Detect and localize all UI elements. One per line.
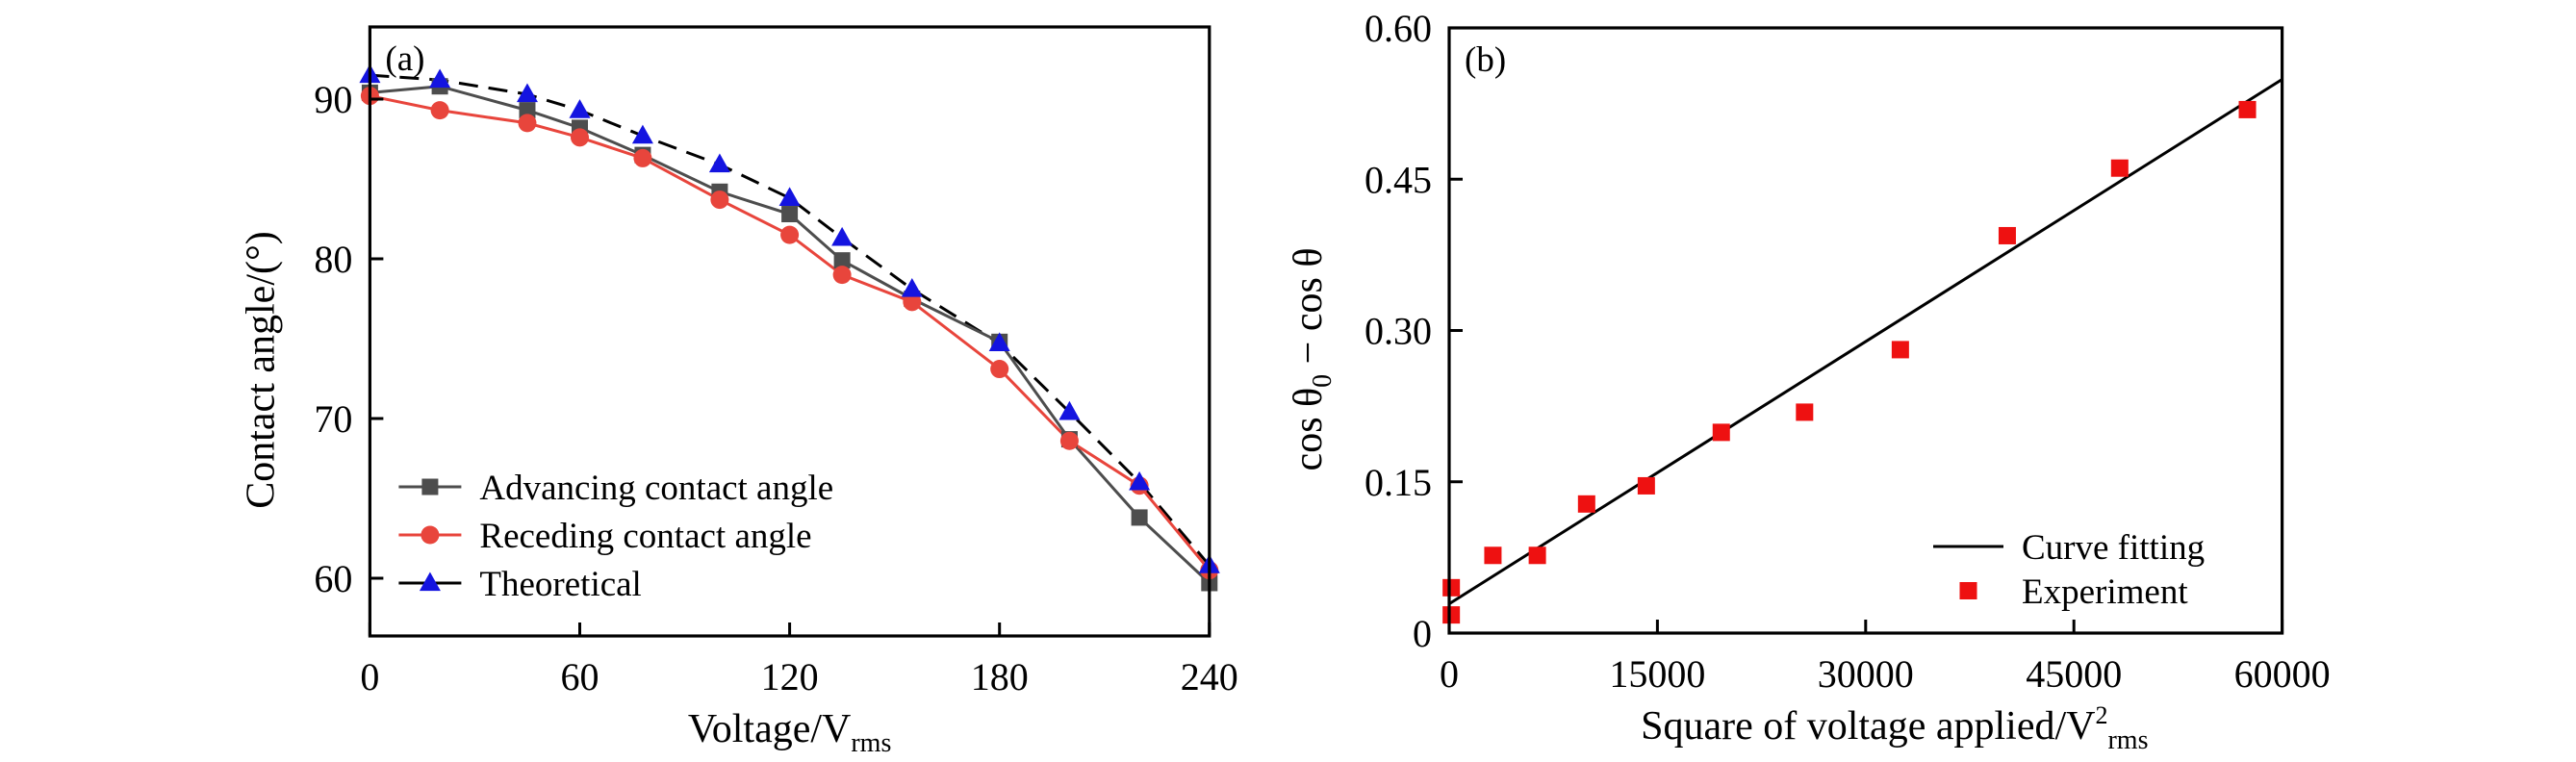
svg-text:0.60: 0.60 xyxy=(1365,7,1432,50)
svg-text:80: 80 xyxy=(314,238,352,281)
svg-text:30000: 30000 xyxy=(1818,652,1914,696)
svg-text:cos θ0 − cos θ: cos θ0 − cos θ xyxy=(1287,248,1338,471)
svg-text:180: 180 xyxy=(971,655,1029,698)
svg-text:60000: 60000 xyxy=(2234,652,2331,696)
svg-text:(a): (a) xyxy=(385,39,424,79)
svg-text:Receding contact angle: Receding contact angle xyxy=(479,517,811,556)
svg-text:(b): (b) xyxy=(1465,40,1506,80)
svg-text:90: 90 xyxy=(314,78,352,121)
svg-text:0: 0 xyxy=(360,655,379,698)
svg-text:15000: 15000 xyxy=(1609,652,1705,696)
svg-text:0: 0 xyxy=(1440,652,1459,696)
svg-text:120: 120 xyxy=(761,655,819,698)
svg-text:60: 60 xyxy=(314,557,352,600)
svg-text:Theoretical: Theoretical xyxy=(479,565,641,604)
svg-text:Advancing contact angle: Advancing contact angle xyxy=(479,469,833,508)
svg-text:70: 70 xyxy=(314,397,352,441)
svg-text:45000: 45000 xyxy=(2026,652,2122,696)
svg-text:60: 60 xyxy=(561,655,599,698)
svg-text:Contact angle/(°): Contact angle/(°) xyxy=(239,231,283,509)
svg-text:240: 240 xyxy=(1181,655,1238,698)
svg-text:0.15: 0.15 xyxy=(1365,461,1432,504)
svg-text:Curve fitting: Curve fitting xyxy=(2022,528,2205,568)
svg-text:0.45: 0.45 xyxy=(1365,158,1432,201)
svg-text:Experiment: Experiment xyxy=(2022,572,2188,612)
svg-text:0: 0 xyxy=(1413,612,1432,655)
svg-text:Square of voltage applied/V2rm: Square of voltage applied/V2rms xyxy=(1641,701,2148,755)
svg-text:0.30: 0.30 xyxy=(1365,310,1432,353)
